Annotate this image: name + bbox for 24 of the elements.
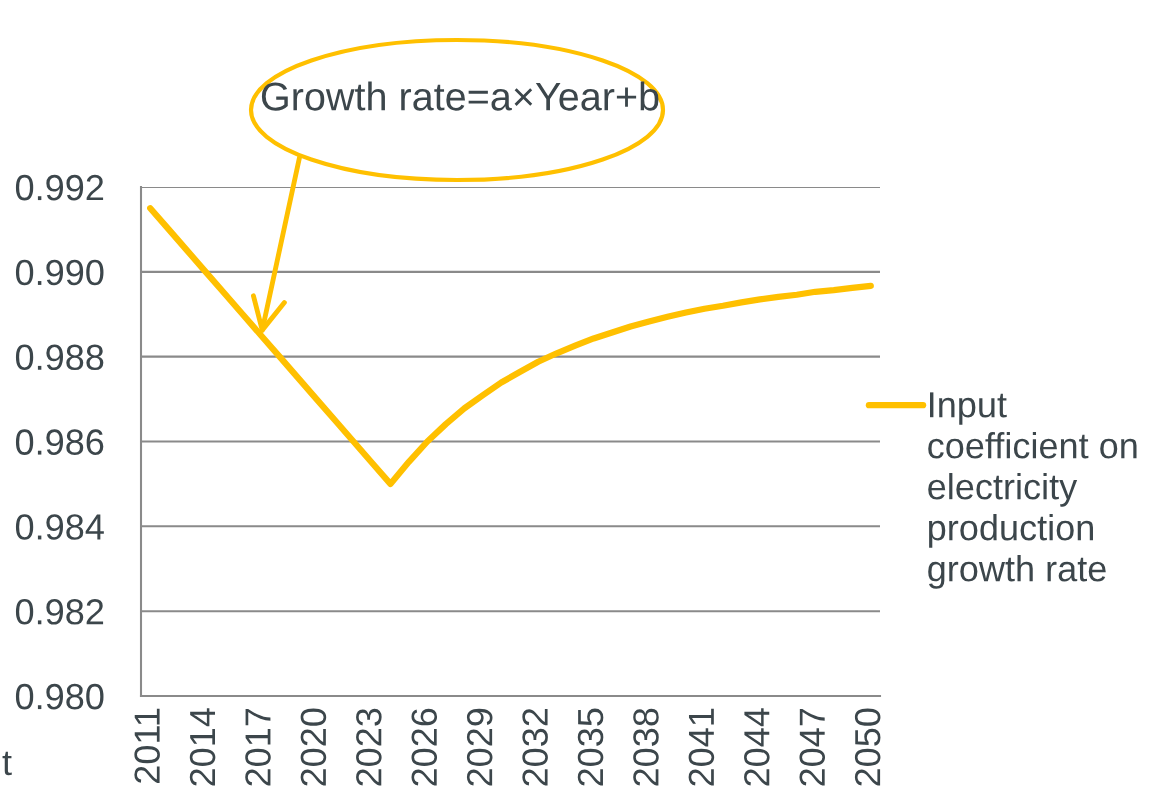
x-tick-label: 2020 — [300, 708, 327, 786]
legend-label: Input coefficient on electricity production growth rate — [928, 392, 1137, 589]
x-tick-label: 2041 — [688, 708, 715, 786]
y-tick-label: 0.988 — [15, 344, 104, 371]
x-tick-label: 2032 — [522, 708, 548, 786]
x-tick-label: 2035 — [577, 708, 604, 786]
y-tick-label: 0.992 — [15, 174, 104, 201]
text: t — [2, 751, 12, 776]
x-tick-label: 2026 — [411, 708, 438, 786]
x-tick-label: 2014 — [189, 708, 216, 786]
y-tick-label: 0.980 — [15, 683, 104, 710]
x-tick-label: 2029 — [466, 708, 493, 786]
x-tick-label: 2044 — [744, 708, 770, 786]
x-tick-label: 2017 — [245, 708, 271, 786]
x-tick-label: 2011 — [134, 708, 160, 783]
y-tick-label: 0.986 — [15, 429, 104, 455]
x-tick-label: 2050 — [854, 708, 881, 786]
x-tick-label: 2038 — [633, 708, 659, 786]
x-tick-label: 2023 — [356, 708, 382, 786]
x-tick-label: 2047 — [799, 708, 826, 786]
y-tick-label: 0.990 — [15, 259, 104, 286]
y-tick-label: 0.984 — [15, 514, 104, 540]
annotation: Growth rate=a×Year+b — [261, 81, 659, 111]
y-tick-label: 0.982 — [15, 599, 104, 625]
